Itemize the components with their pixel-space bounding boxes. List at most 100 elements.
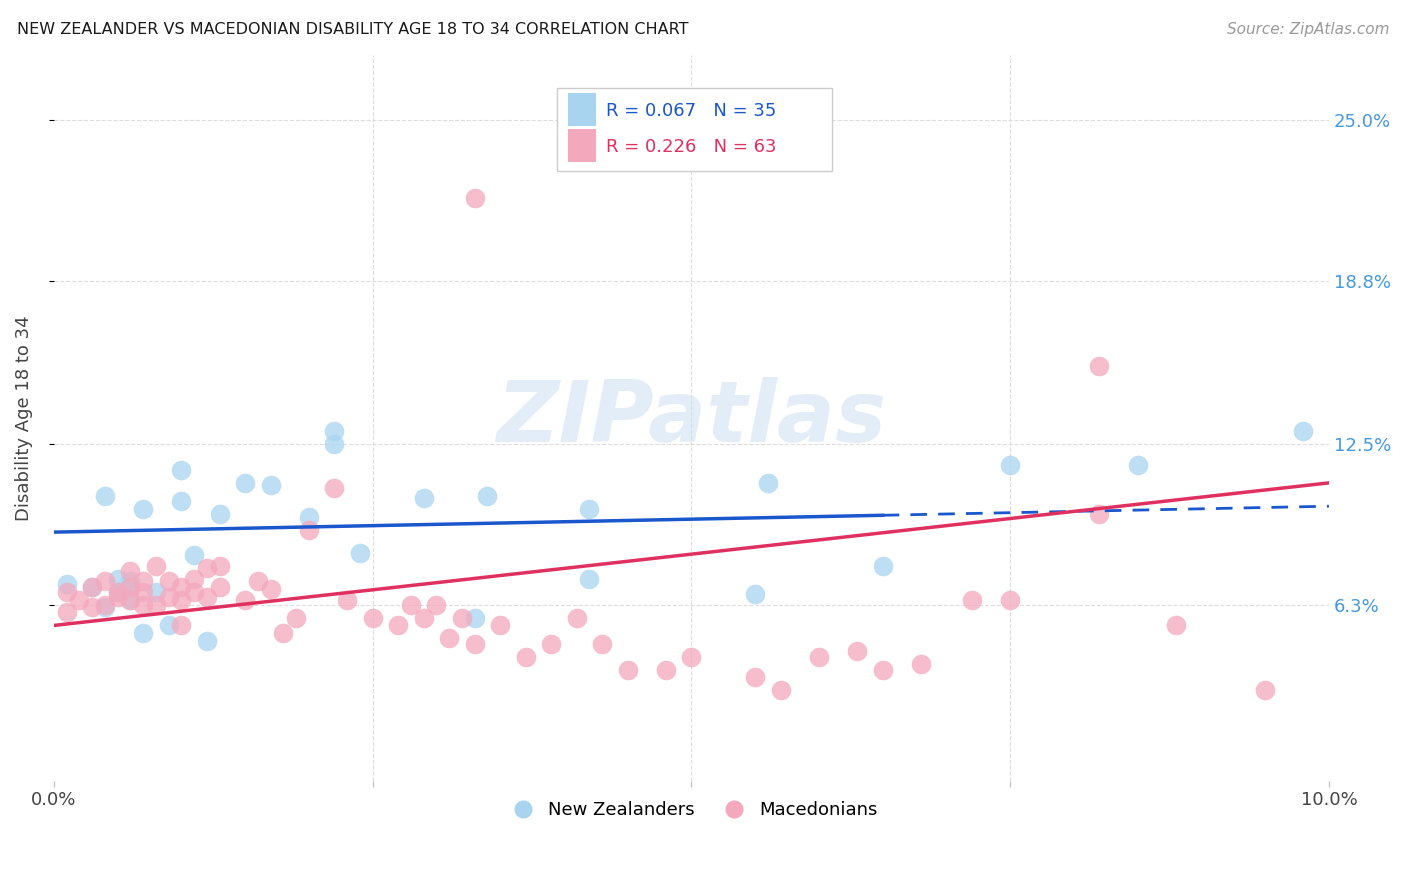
Point	[195, 590, 218, 604]
Point	[464, 191, 486, 205]
Point	[94, 600, 117, 615]
Point	[361, 610, 384, 624]
Point	[565, 610, 588, 624]
Point	[208, 580, 231, 594]
Point	[183, 549, 205, 563]
Point	[107, 572, 129, 586]
Point	[120, 592, 142, 607]
Point	[910, 657, 932, 672]
Point	[399, 598, 422, 612]
Point	[132, 501, 155, 516]
Point	[94, 574, 117, 589]
Point	[94, 489, 117, 503]
Point	[132, 626, 155, 640]
FancyBboxPatch shape	[558, 87, 831, 171]
Point	[464, 637, 486, 651]
Point	[1088, 359, 1111, 374]
Point	[145, 558, 167, 573]
Point	[540, 637, 562, 651]
Point	[157, 618, 180, 632]
Point	[183, 584, 205, 599]
Point	[107, 584, 129, 599]
Point	[323, 437, 346, 451]
Point	[744, 670, 766, 684]
Legend: New Zealanders, Macedonians: New Zealanders, Macedonians	[498, 794, 886, 826]
Point	[132, 574, 155, 589]
Point	[157, 590, 180, 604]
Text: Source: ZipAtlas.com: Source: ZipAtlas.com	[1226, 22, 1389, 37]
Point	[681, 649, 703, 664]
Point	[132, 584, 155, 599]
Point	[515, 649, 537, 664]
Point	[960, 592, 983, 607]
Point	[744, 587, 766, 601]
Point	[450, 610, 472, 624]
Point	[578, 501, 600, 516]
Point	[120, 574, 142, 589]
Point	[464, 610, 486, 624]
FancyBboxPatch shape	[568, 129, 596, 161]
Point	[1164, 618, 1187, 632]
Point	[998, 458, 1021, 472]
Point	[157, 574, 180, 589]
Point	[55, 606, 77, 620]
Point	[170, 494, 193, 508]
Point	[846, 644, 869, 658]
Point	[145, 598, 167, 612]
Point	[170, 463, 193, 477]
Point	[591, 637, 613, 651]
Point	[132, 598, 155, 612]
Point	[107, 590, 129, 604]
Point	[387, 618, 409, 632]
Point	[273, 626, 295, 640]
Text: R = 0.226   N = 63: R = 0.226 N = 63	[606, 138, 776, 156]
Point	[233, 592, 256, 607]
Point	[872, 663, 894, 677]
Point	[769, 683, 792, 698]
Point	[412, 610, 434, 624]
Point	[208, 558, 231, 573]
Point	[425, 598, 447, 612]
Point	[1126, 458, 1149, 472]
Point	[756, 475, 779, 490]
Point	[1254, 683, 1277, 698]
Point	[120, 582, 142, 596]
Point	[170, 580, 193, 594]
Point	[80, 580, 103, 594]
Point	[120, 592, 142, 607]
Point	[80, 580, 103, 594]
Point	[872, 558, 894, 573]
Point	[323, 481, 346, 495]
Text: ZIPatlas: ZIPatlas	[496, 376, 887, 459]
Point	[94, 598, 117, 612]
Point	[477, 489, 499, 503]
Point	[298, 509, 321, 524]
Point	[55, 577, 77, 591]
Point	[336, 592, 359, 607]
Point	[120, 580, 142, 594]
Point	[67, 592, 90, 607]
Point	[170, 592, 193, 607]
Point	[170, 618, 193, 632]
Point	[195, 634, 218, 648]
Point	[616, 663, 638, 677]
FancyBboxPatch shape	[568, 93, 596, 126]
Point	[1088, 507, 1111, 521]
Point	[655, 663, 678, 677]
Point	[233, 475, 256, 490]
Text: NEW ZEALANDER VS MACEDONIAN DISABILITY AGE 18 TO 34 CORRELATION CHART: NEW ZEALANDER VS MACEDONIAN DISABILITY A…	[17, 22, 689, 37]
Point	[298, 523, 321, 537]
Text: R = 0.067   N = 35: R = 0.067 N = 35	[606, 102, 776, 120]
Point	[998, 592, 1021, 607]
Point	[107, 584, 129, 599]
Point	[437, 632, 460, 646]
Point	[489, 618, 512, 632]
Point	[578, 572, 600, 586]
Point	[259, 582, 281, 596]
Point	[208, 507, 231, 521]
Point	[183, 572, 205, 586]
Point	[55, 584, 77, 599]
Point	[412, 491, 434, 506]
Point	[349, 546, 371, 560]
Point	[323, 424, 346, 438]
